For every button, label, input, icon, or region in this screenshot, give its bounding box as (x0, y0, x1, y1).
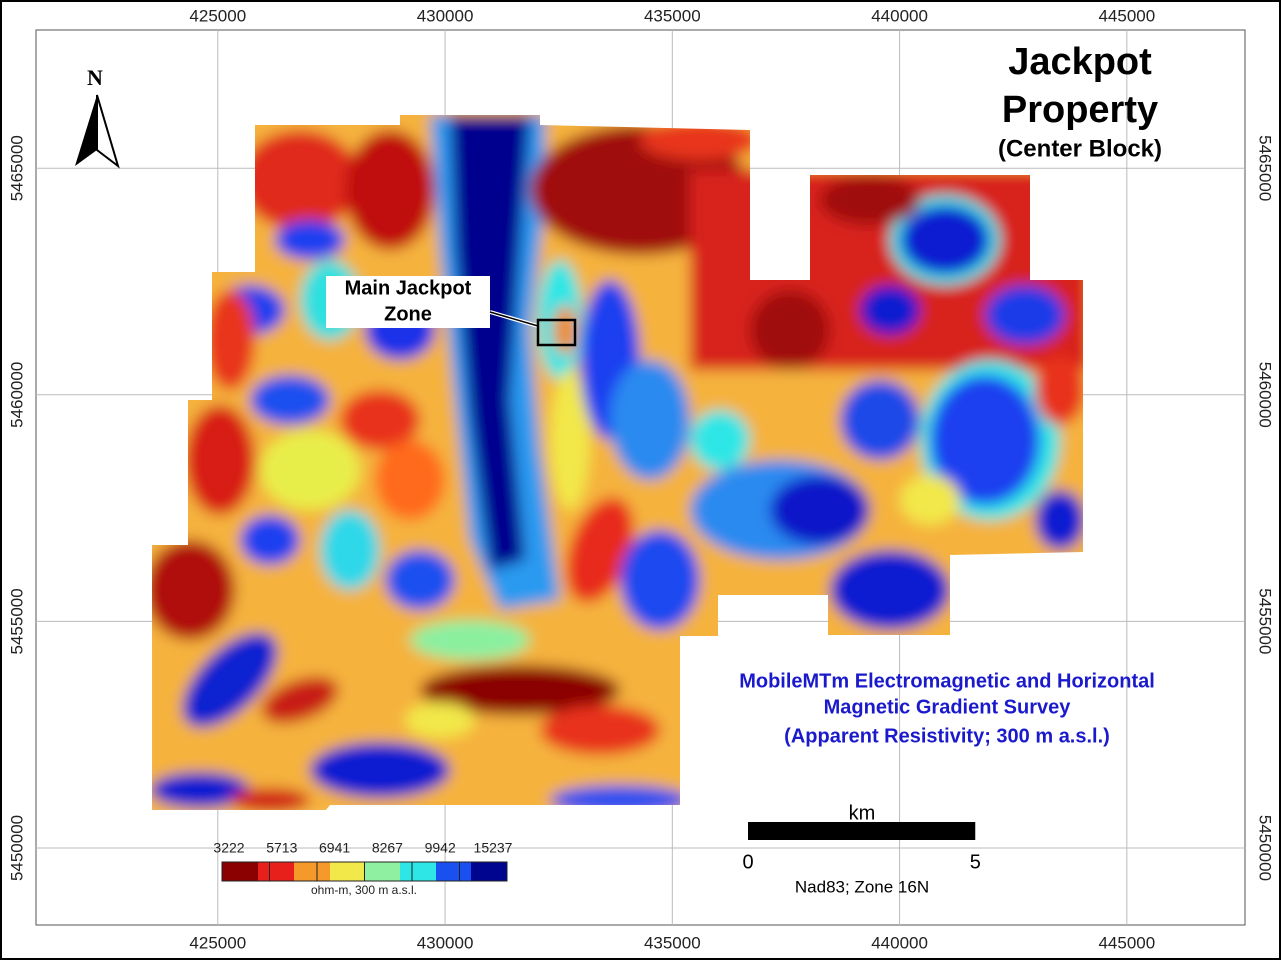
scale-unit: km (849, 802, 876, 824)
x-tick-label: 435000 (644, 6, 701, 25)
title-line: Property (1002, 89, 1158, 131)
caption-line: MobileMTm Electromagnetic and Horizontal (739, 670, 1155, 692)
x-tick-label: 440000 (871, 933, 928, 952)
legend-label: 8267 (372, 840, 403, 856)
y-tick-label: 5460000 (7, 362, 26, 428)
y-tick-label: 5455000 (1256, 588, 1275, 654)
scale-tick-label: 5 (970, 851, 981, 873)
callout-label: Zone (384, 303, 432, 325)
legend-label: 5713 (266, 840, 297, 856)
callout-label: Main Jackpot (345, 277, 472, 299)
north-label: N (87, 65, 103, 90)
x-tick-label: 445000 (1098, 933, 1155, 952)
legend-label: 6941 (319, 840, 350, 856)
y-tick-label: 5465000 (1256, 135, 1275, 201)
y-tick-label: 5450000 (7, 815, 26, 881)
scale-tick-label: 0 (742, 851, 753, 873)
x-tick-label: 425000 (189, 933, 246, 952)
scale-bar-rect (748, 822, 975, 840)
x-tick-label: 430000 (417, 933, 474, 952)
x-tick-label: 430000 (417, 6, 474, 25)
caption-line: Magnetic Gradient Survey (824, 696, 1072, 718)
y-tick-label: 5465000 (7, 135, 26, 201)
x-tick-label: 435000 (644, 933, 701, 952)
x-tick-label: 445000 (1098, 6, 1155, 25)
caption-line: (Apparent Resistivity; 300 m a.s.l.) (784, 725, 1110, 747)
legend-unit: ohm-m, 300 m a.s.l. (311, 883, 417, 897)
y-tick-label: 5460000 (1256, 362, 1275, 428)
x-tick-label: 440000 (871, 6, 928, 25)
subtitle: (Center Block) (998, 135, 1162, 162)
title-line: Jackpot (1008, 41, 1152, 83)
legend-label: 3222 (213, 840, 244, 856)
title-block: Jackpot Property (Center Block) (998, 41, 1162, 162)
legend-label: 15237 (474, 840, 513, 856)
y-tick-label: 5450000 (1256, 815, 1275, 881)
legend-label: 9942 (425, 840, 456, 856)
x-tick-label: 425000 (189, 6, 246, 25)
y-tick-label: 5455000 (7, 588, 26, 654)
map-figure: N Jackpot Property (Center Block) Main J… (0, 0, 1281, 960)
projection: Nad83; Zone 16N (795, 877, 929, 896)
